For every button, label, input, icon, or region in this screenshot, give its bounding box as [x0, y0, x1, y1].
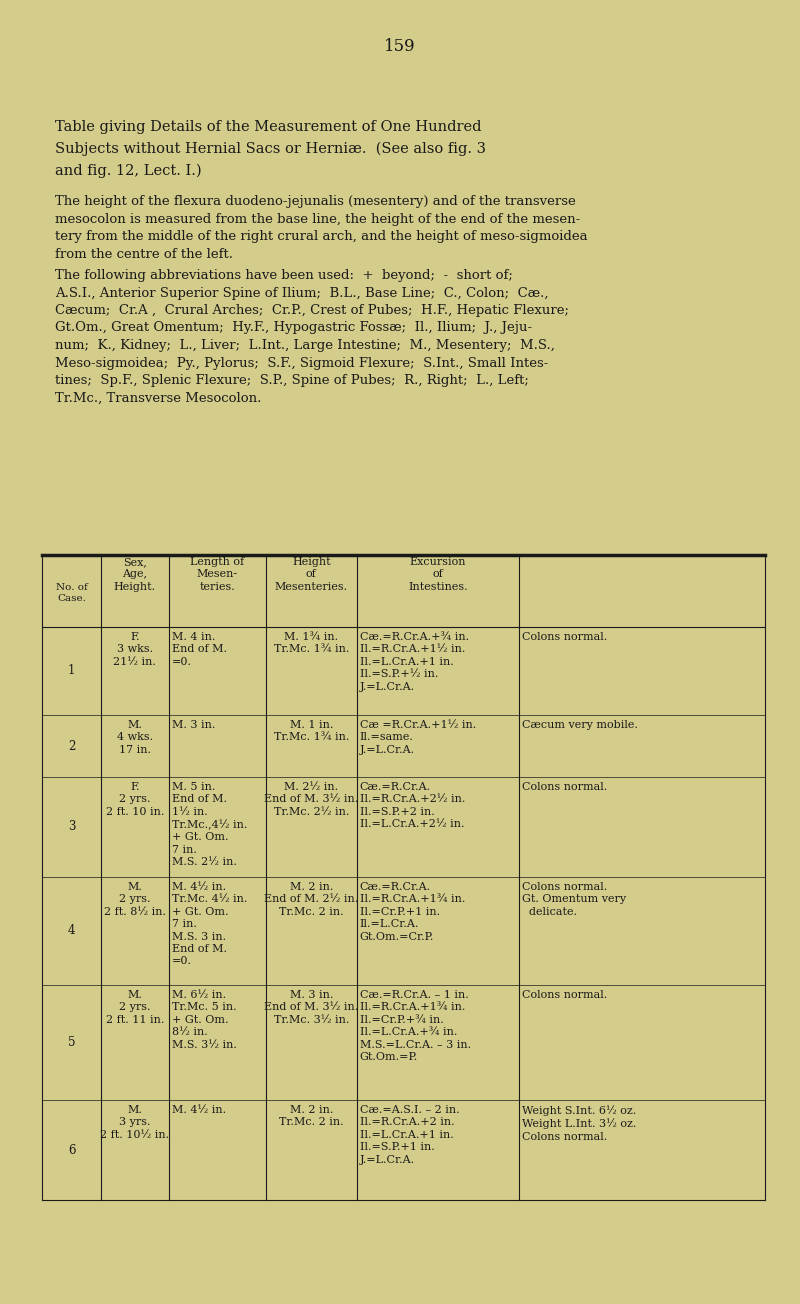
Text: Colons normal.: Colons normal. — [522, 782, 607, 792]
Text: Cæcum;  Cr.A ,  Crural Arches;  Cr.P., Crest of Pubes;  H.F., Hepatic Flexure;: Cæcum; Cr.A , Crural Arches; Cr.P., Cres… — [55, 304, 569, 317]
Text: M. 1 in.
Tr.Mc. 1¾ in.: M. 1 in. Tr.Mc. 1¾ in. — [274, 720, 349, 742]
Text: 4: 4 — [68, 925, 75, 938]
Text: M. 2½ in.
End of M. 3½ in.
Tr.Mc. 2½ in.: M. 2½ in. End of M. 3½ in. Tr.Mc. 2½ in. — [264, 782, 358, 816]
Text: M. 5 in.
End of M.
1½ in.
Tr.Mc.,4½ in.
+ Gt. Om.
7 in.
M.S. 2½ in.: M. 5 in. End of M. 1½ in. Tr.Mc.,4½ in. … — [171, 782, 247, 867]
Text: F.
3 wks.
21½ in.: F. 3 wks. 21½ in. — [114, 632, 156, 666]
Text: 159: 159 — [384, 38, 416, 55]
Text: 2: 2 — [68, 739, 75, 752]
Text: tines;  Sp.F., Splenic Flexure;  S.P., Spine of Pubes;  R., Right;  L., Left;: tines; Sp.F., Splenic Flexure; S.P., Spi… — [55, 374, 529, 387]
Text: Cæcum very mobile.: Cæcum very mobile. — [522, 720, 638, 730]
Text: mesocolon is measured from the base line, the height of the end of the mesen-: mesocolon is measured from the base line… — [55, 213, 580, 226]
Text: No. of
Case.: No. of Case. — [56, 583, 87, 602]
Text: num;  K., Kidney;  L., Liver;  L.Int., Large Intestine;  M., Mesentery;  M.S.,: num; K., Kidney; L., Liver; L.Int., Larg… — [55, 339, 555, 352]
Text: M.
2 yrs.
2 ft. 8½ in.: M. 2 yrs. 2 ft. 8½ in. — [104, 882, 166, 917]
Text: 3: 3 — [68, 820, 75, 833]
Text: Table giving Details of the Measurement of One Hundred: Table giving Details of the Measurement … — [55, 120, 482, 134]
Text: Weight S.Int. 6½ oz.
Weight L.Int. 3½ oz.
Colons normal.: Weight S.Int. 6½ oz. Weight L.Int. 3½ oz… — [522, 1104, 637, 1141]
Text: M. 3 in.
End of M. 3½ in.
Tr.Mc. 3½ in.: M. 3 in. End of M. 3½ in. Tr.Mc. 3½ in. — [264, 990, 358, 1025]
Text: The following abbreviations have been used:  +  beyond;  -  short of;: The following abbreviations have been us… — [55, 269, 513, 282]
Text: Gt.Om., Great Omentum;  Hy.F., Hypogastric Fossæ;  Il., Ilium;  J., Jeju-: Gt.Om., Great Omentum; Hy.F., Hypogastri… — [55, 322, 532, 335]
Text: Colons normal.
Gt. Omentum very
  delicate.: Colons normal. Gt. Omentum very delicate… — [522, 882, 626, 917]
Text: M. 1¾ in.
Tr.Mc. 1¾ in.: M. 1¾ in. Tr.Mc. 1¾ in. — [274, 632, 349, 655]
Text: Colons normal.: Colons normal. — [522, 632, 607, 642]
Text: The height of the flexura duodeno-jejunalis (mesentery) and of the transverse: The height of the flexura duodeno-jejuna… — [55, 196, 576, 209]
Text: M.
3 yrs.
2 ft. 10½ in.: M. 3 yrs. 2 ft. 10½ in. — [100, 1104, 170, 1140]
Text: tery from the middle of the right crural arch, and the height of meso-sigmoidea: tery from the middle of the right crural… — [55, 230, 588, 243]
Text: Colons normal.: Colons normal. — [522, 990, 607, 1000]
Text: Cæ.=R.Cr.A.
Il.=R.Cr.A.+1¾ in.
Il.=Cr.P.+1 in.
Il.=L.Cr.A.
Gt.Om.=Cr.P.: Cæ.=R.Cr.A. Il.=R.Cr.A.+1¾ in. Il.=Cr.P.… — [359, 882, 465, 941]
Text: Length of
Mesen-
teries.: Length of Mesen- teries. — [190, 557, 244, 592]
Text: M.
2 yrs.
2 ft. 11 in.: M. 2 yrs. 2 ft. 11 in. — [106, 990, 164, 1025]
Text: Cæ.=R.Cr.A.+¾ in.
Il.=R.Cr.A.+1½ in.
Il.=L.Cr.A.+1 in.
Il.=S.P.+½ in.
J.=L.Cr.A.: Cæ.=R.Cr.A.+¾ in. Il.=R.Cr.A.+1½ in. Il.… — [359, 632, 469, 691]
Text: M. 3 in.: M. 3 in. — [171, 720, 215, 730]
Text: M. 2 in.
Tr.Mc. 2 in.: M. 2 in. Tr.Mc. 2 in. — [279, 1104, 344, 1128]
Text: M. 4½ in.: M. 4½ in. — [171, 1104, 226, 1115]
Text: Meso-sigmoidea;  Py., Pylorus;  S.F., Sigmoid Flexure;  S.Int., Small Intes-: Meso-sigmoidea; Py., Pylorus; S.F., Sigm… — [55, 356, 548, 369]
Text: Sex,
Age,
Height.: Sex, Age, Height. — [114, 557, 156, 592]
Text: Cæ.=A.S.I. – 2 in.
Il.=R.Cr.A.+2 in.
Il.=L.Cr.A.+1 in.
Il.=S.P.+1 in.
J.=L.Cr.A.: Cæ.=A.S.I. – 2 in. Il.=R.Cr.A.+2 in. Il.… — [359, 1104, 459, 1164]
Text: Cæ.=R.Cr.A. – 1 in.
Il.=R.Cr.A.+1¾ in.
Il.=Cr.P.+¾ in.
Il.=L.Cr.A.+¾ in.
M.S.=L.: Cæ.=R.Cr.A. – 1 in. Il.=R.Cr.A.+1¾ in. I… — [359, 990, 470, 1061]
Text: and fig. 12, Lect. I.): and fig. 12, Lect. I.) — [55, 164, 202, 179]
Text: Excursion
of
Intestines.: Excursion of Intestines. — [408, 557, 468, 592]
Text: 1: 1 — [68, 665, 75, 678]
Text: M.
4 wks.
17 in.: M. 4 wks. 17 in. — [117, 720, 153, 755]
Text: Tr.Mc., Transverse Mesocolon.: Tr.Mc., Transverse Mesocolon. — [55, 391, 262, 404]
Text: M. 4½ in.
Tr.Mc. 4½ in.
+ Gt. Om.
7 in.
M.S. 3 in.
End of M.
=0.: M. 4½ in. Tr.Mc. 4½ in. + Gt. Om. 7 in. … — [171, 882, 247, 966]
Text: from the centre of the left.: from the centre of the left. — [55, 248, 233, 261]
Text: M. 2 in.
End of M. 2½ in.
Tr.Mc. 2 in.: M. 2 in. End of M. 2½ in. Tr.Mc. 2 in. — [264, 882, 358, 917]
Text: 5: 5 — [68, 1035, 75, 1048]
Text: F.
2 yrs.
2 ft. 10 in.: F. 2 yrs. 2 ft. 10 in. — [106, 782, 164, 816]
Text: Height
of
Mesenteries.: Height of Mesenteries. — [274, 557, 348, 592]
Text: A.S.I., Anterior Superior Spine of Ilium;  B.L., Base Line;  C., Colon;  Cæ.,: A.S.I., Anterior Superior Spine of Ilium… — [55, 287, 549, 300]
Text: 6: 6 — [68, 1144, 75, 1157]
Text: Subjects without Hernial Sacs or Herniæ.  (See also fig. 3: Subjects without Hernial Sacs or Herniæ.… — [55, 142, 486, 156]
Text: M. 4 in.
End of M.
=0.: M. 4 in. End of M. =0. — [171, 632, 226, 666]
Text: Cæ =R.Cr.A.+1½ in.
Il.=same.
J.=L.Cr.A.: Cæ =R.Cr.A.+1½ in. Il.=same. J.=L.Cr.A. — [359, 720, 476, 755]
Text: M. 6½ in.
Tr.Mc. 5 in.
+ Gt. Om.
8½ in.
M.S. 3½ in.: M. 6½ in. Tr.Mc. 5 in. + Gt. Om. 8½ in. … — [171, 990, 237, 1050]
Text: Cæ.=R.Cr.A.
Il.=R.Cr.A.+2½ in.
Il.=S.P.+2 in.
Il.=L.Cr.A.+2½ in.: Cæ.=R.Cr.A. Il.=R.Cr.A.+2½ in. Il.=S.P.+… — [359, 782, 465, 829]
